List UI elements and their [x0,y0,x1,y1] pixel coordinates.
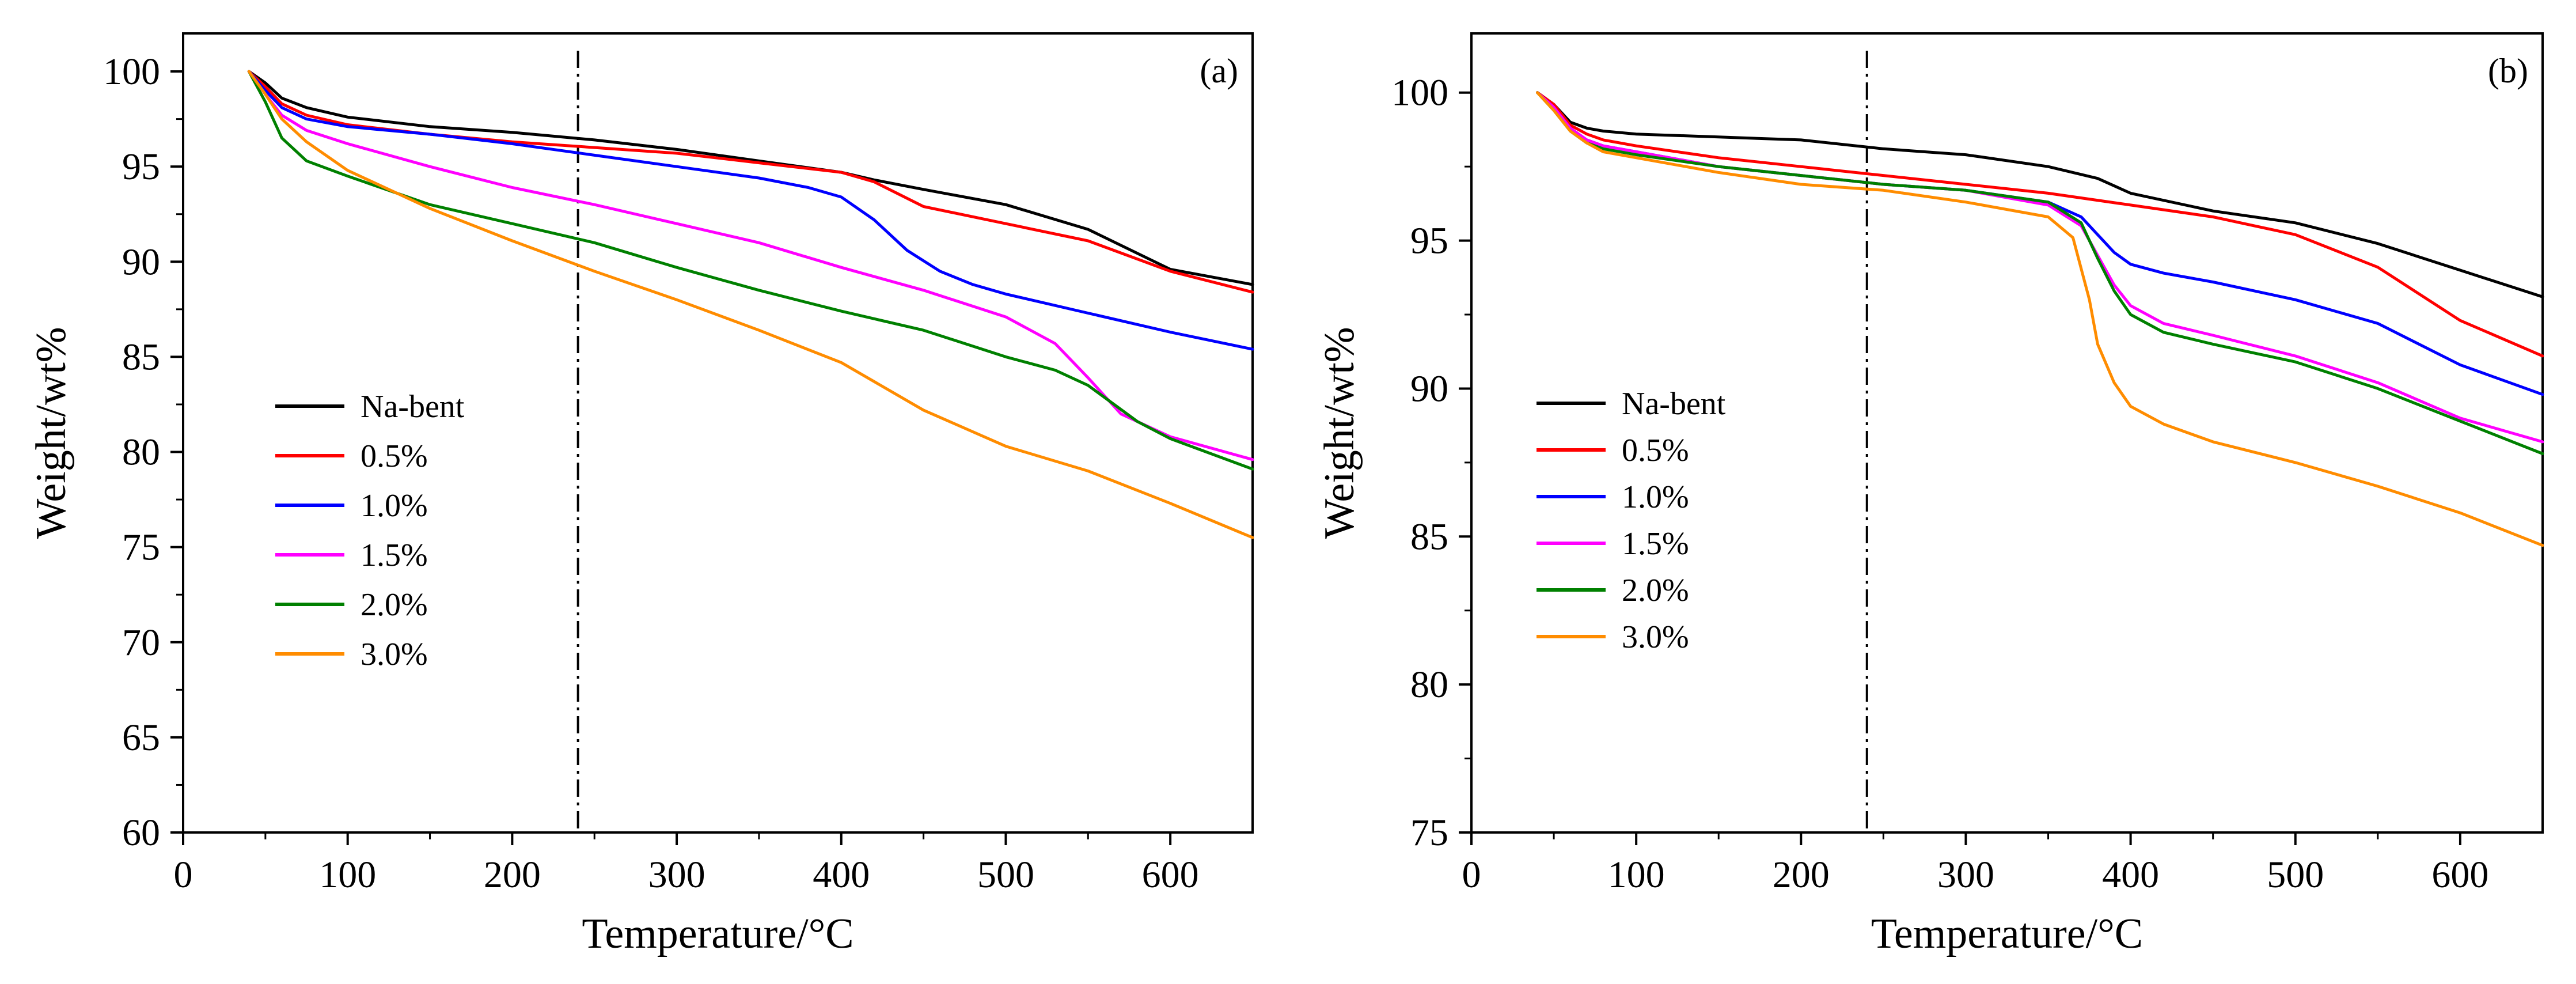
series-line-0-5 [1536,91,2544,358]
x-tick-label: 300 [1937,854,1994,896]
x-tick-label: 200 [1773,854,1830,896]
panel-label: (a) [1200,52,1238,90]
x-tick-label: 300 [648,854,705,896]
x-tick-label: 200 [484,854,541,896]
legend-label: 0.5% [1622,433,1689,468]
series-line-na-bent [1536,91,2544,298]
series-line-2-0 [247,70,1254,471]
series-line-1-0 [1536,91,2544,396]
x-tick-label: 400 [813,854,870,896]
y-tick-label: 85 [122,336,160,378]
legend-label: Na-bent [361,389,465,425]
x-tick-label: 400 [2102,854,2159,896]
y-axis-title: Weight/wt% [1316,327,1363,539]
x-tick-label: 500 [977,854,1034,896]
y-axis-title: Weight/wt% [28,327,75,539]
y-tick-label: 90 [1410,368,1448,410]
series-line-3-0 [247,70,1254,539]
x-tick-label: 0 [1462,854,1481,896]
series-line-3-0 [1536,91,2544,547]
series-line-1-5 [1536,91,2544,444]
legend-label: 1.0% [361,488,428,524]
y-tick-label: 70 [122,622,160,664]
x-tick-label: 0 [174,854,193,896]
legend-label: 1.5% [361,538,428,573]
plot-frame [1470,32,2544,834]
y-tick-label: 75 [1410,812,1448,854]
legend-label: 3.0% [1622,619,1689,655]
x-tick-label: 100 [1608,854,1665,896]
y-tick-label: 85 [1410,516,1448,558]
legend-label: 3.0% [361,637,428,672]
legend-label: 0.5% [361,438,428,474]
x-tick-label: 600 [1142,854,1199,896]
y-tick-label: 75 [122,527,160,569]
legend-label: 1.5% [1622,526,1689,562]
y-tick-label: 65 [122,717,160,759]
chart-panel-1: 0 100 200 300 400 500 600 60 65 70 75 80 85 90 95 100 Te… [28,32,1254,957]
y-tick-label: 80 [122,432,160,474]
series-line-0-5 [247,70,1254,294]
y-tick-label: 90 [122,241,160,283]
legend-label: Na-bent [1622,386,1726,422]
y-tick-label: 100 [1391,72,1448,114]
y-tick-label: 95 [1410,220,1448,262]
x-tick-label: 600 [2431,854,2488,896]
x-tick-label: 100 [319,854,376,896]
chart-panel-2: 0 100 200 300 400 500 600 75 80 85 90 95 100 Temperat… [1316,32,2544,957]
legend-label: 1.0% [1622,479,1689,515]
legend: Na-bent 0.5% 1.0% 1.5% 2.0% 3.0% [1537,386,1726,655]
y-tick-label: 95 [122,146,160,188]
y-tick-label: 80 [1410,664,1448,706]
x-tick-label: 500 [2267,854,2324,896]
panel-label: (b) [2488,52,2528,90]
legend-label: 2.0% [361,587,428,623]
legend: Na-bent 0.5% 1.0% 1.5% 2.0% 3.0% [275,389,465,672]
series-line-1-5 [247,70,1254,461]
series-line-na-bent [247,70,1254,286]
plot-frame [182,32,1254,834]
series-line-1-0 [247,70,1254,351]
x-axis-title: Temperature/°C [582,910,853,957]
y-tick-label: 100 [103,51,160,93]
y-tick-label: 60 [122,812,160,854]
legend-label: 2.0% [1622,573,1689,608]
x-axis-title: Temperature/°C [1871,910,2143,957]
